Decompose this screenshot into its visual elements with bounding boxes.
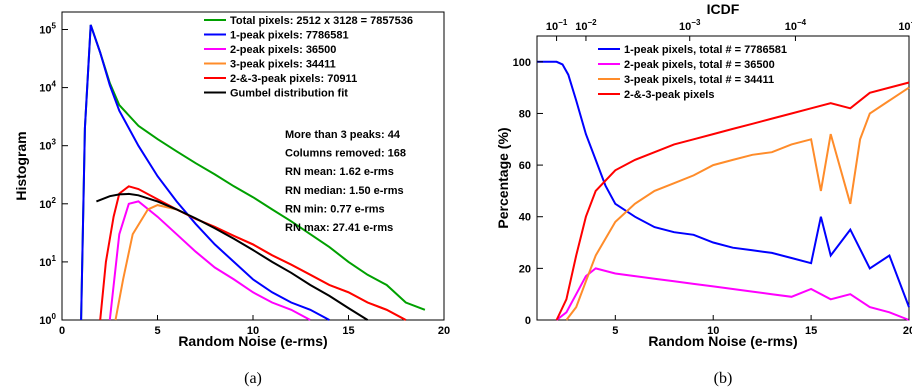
chart-a-ytick-label: 105 xyxy=(39,21,56,36)
chart-b-ytick-label: 60 xyxy=(519,160,531,172)
chart-a-annotation: More than 3 peaks: 44 xyxy=(285,129,401,141)
chart-a-annotation: RN max: 27.41 e-rms xyxy=(285,222,393,234)
chart-a: 0 5 10 15 20 100 101 102 103 104 105 Random Noise … xyxy=(13,11,450,387)
chart-b-series-group xyxy=(537,60,910,321)
chart-a-series-4 xyxy=(99,185,407,321)
chart-b-xtick-label: 20 xyxy=(903,325,912,337)
chart-b-legend-label: 2-&-3-peak pixels xyxy=(624,89,714,101)
chart-b-series-1 xyxy=(555,267,910,321)
chart-a-annotations: More than 3 peaks: 44 Columns removed: 16… xyxy=(285,129,406,234)
chart-b-top-tick-label: 10−1 xyxy=(546,18,568,33)
chart-a-xtick-label: 20 xyxy=(438,325,450,337)
chart-a-legend: Total pixels: 2512 x 3128 = 7857536 1-pea… xyxy=(204,15,413,100)
chart-a-ytick-label: 102 xyxy=(39,196,56,211)
chart-a-legend-label: 2-peak pixels: 36500 xyxy=(230,44,336,56)
chart-b-legend: 1-peak pixels, total # = 7786581 2-peak p… xyxy=(598,44,787,101)
panel-a-label: (a) xyxy=(244,370,262,387)
chart-b: 510152002040608010010−110−210−310−410−5 … xyxy=(495,1,912,387)
chart-b-legend-label: 2-peak pixels, total # = 36500 xyxy=(624,59,775,71)
chart-a-series-group xyxy=(80,24,426,321)
chart-b-frame xyxy=(536,35,910,321)
chart-a-xtick-label: 15 xyxy=(342,325,354,337)
chart-a-xtick-label: 0 xyxy=(59,325,65,337)
chart-a-series-5 xyxy=(96,192,369,321)
chart-a-ytick-label: 103 xyxy=(39,138,56,153)
chart-b-legend-label: 3-peak pixels, total # = 34411 xyxy=(624,74,774,86)
chart-b-ytick-label: 20 xyxy=(519,263,531,275)
chart-b-axes: 5 10 15 20 0 20 40 60 80 100 10−1 10−2 10−3 10−4 10−5 xyxy=(513,18,912,337)
chart-b-ytick-label: 0 xyxy=(525,315,531,327)
chart-a-ytick-label: 104 xyxy=(39,80,56,95)
chart-b-ylabel: Percentage (%) xyxy=(495,127,511,228)
chart-a-annotation: RN median: 1.50 e-rms xyxy=(285,185,404,197)
chart-b-series-0 xyxy=(537,60,910,308)
chart-b-xtick-label: 15 xyxy=(805,325,817,337)
chart-b-ytick-label: 80 xyxy=(519,108,531,120)
chart-b-ytick-label: 40 xyxy=(519,212,531,224)
chart-b-xtick-label: 10 xyxy=(707,325,719,337)
chart-a-xtick-label: 5 xyxy=(154,325,160,337)
chart-a-legend-label: Gumbel distribution fit xyxy=(230,88,348,100)
chart-a-legend-label: 2-&-3-peak pixels: 70911 xyxy=(230,73,357,85)
chart-a-ytick-label: 100 xyxy=(39,312,56,327)
chart-b-top-tick-label: 10−5 xyxy=(898,18,912,33)
chart-a-annotation: RN mean: 1.62 e-rms xyxy=(285,166,394,178)
chart-b-top-tick-label: 10−2 xyxy=(575,18,597,33)
chart-a-ytick-label: 101 xyxy=(39,254,56,269)
chart-b-series-2 xyxy=(565,86,910,321)
chart-a-xtick-label: 10 xyxy=(247,325,259,337)
chart-b-top-xlabel: ICDF xyxy=(707,1,740,17)
panel-b-label: (b) xyxy=(714,370,733,387)
chart-b-top-tick-label: 10−3 xyxy=(679,18,701,33)
chart-b-ytick-label: 100 xyxy=(513,57,531,69)
chart-a-legend-label: Total pixels: 2512 x 3128 = 7857536 xyxy=(230,15,413,27)
chart-b-xlabel: Random Noise (e-rms) xyxy=(648,333,797,349)
chart-a-legend-label: 1-peak pixels: 7786581 xyxy=(230,30,349,42)
chart-a-ylabel: Histogram xyxy=(13,131,29,200)
chart-b-series-3 xyxy=(555,81,910,321)
chart-a-xlabel: Random Noise (e-rms) xyxy=(178,333,327,349)
chart-a-series-1 xyxy=(80,24,330,321)
chart-a-annotation: Columns removed: 168 xyxy=(285,148,406,160)
chart-a-annotation: RN min: 0.77 e-rms xyxy=(285,203,385,215)
chart-b-top-tick-label: 10−4 xyxy=(785,18,807,33)
chart-a-series-2 xyxy=(108,200,311,321)
chart-b-legend-label: 1-peak pixels, total # = 7786581 xyxy=(624,44,787,56)
chart-a-axes: 0 5 10 15 20 100 101 102 103 104 105 xyxy=(39,21,450,337)
chart-b-xtick-label: 5 xyxy=(612,325,618,337)
chart-a-legend-label: 3-peak pixels: 34411 xyxy=(230,59,336,71)
